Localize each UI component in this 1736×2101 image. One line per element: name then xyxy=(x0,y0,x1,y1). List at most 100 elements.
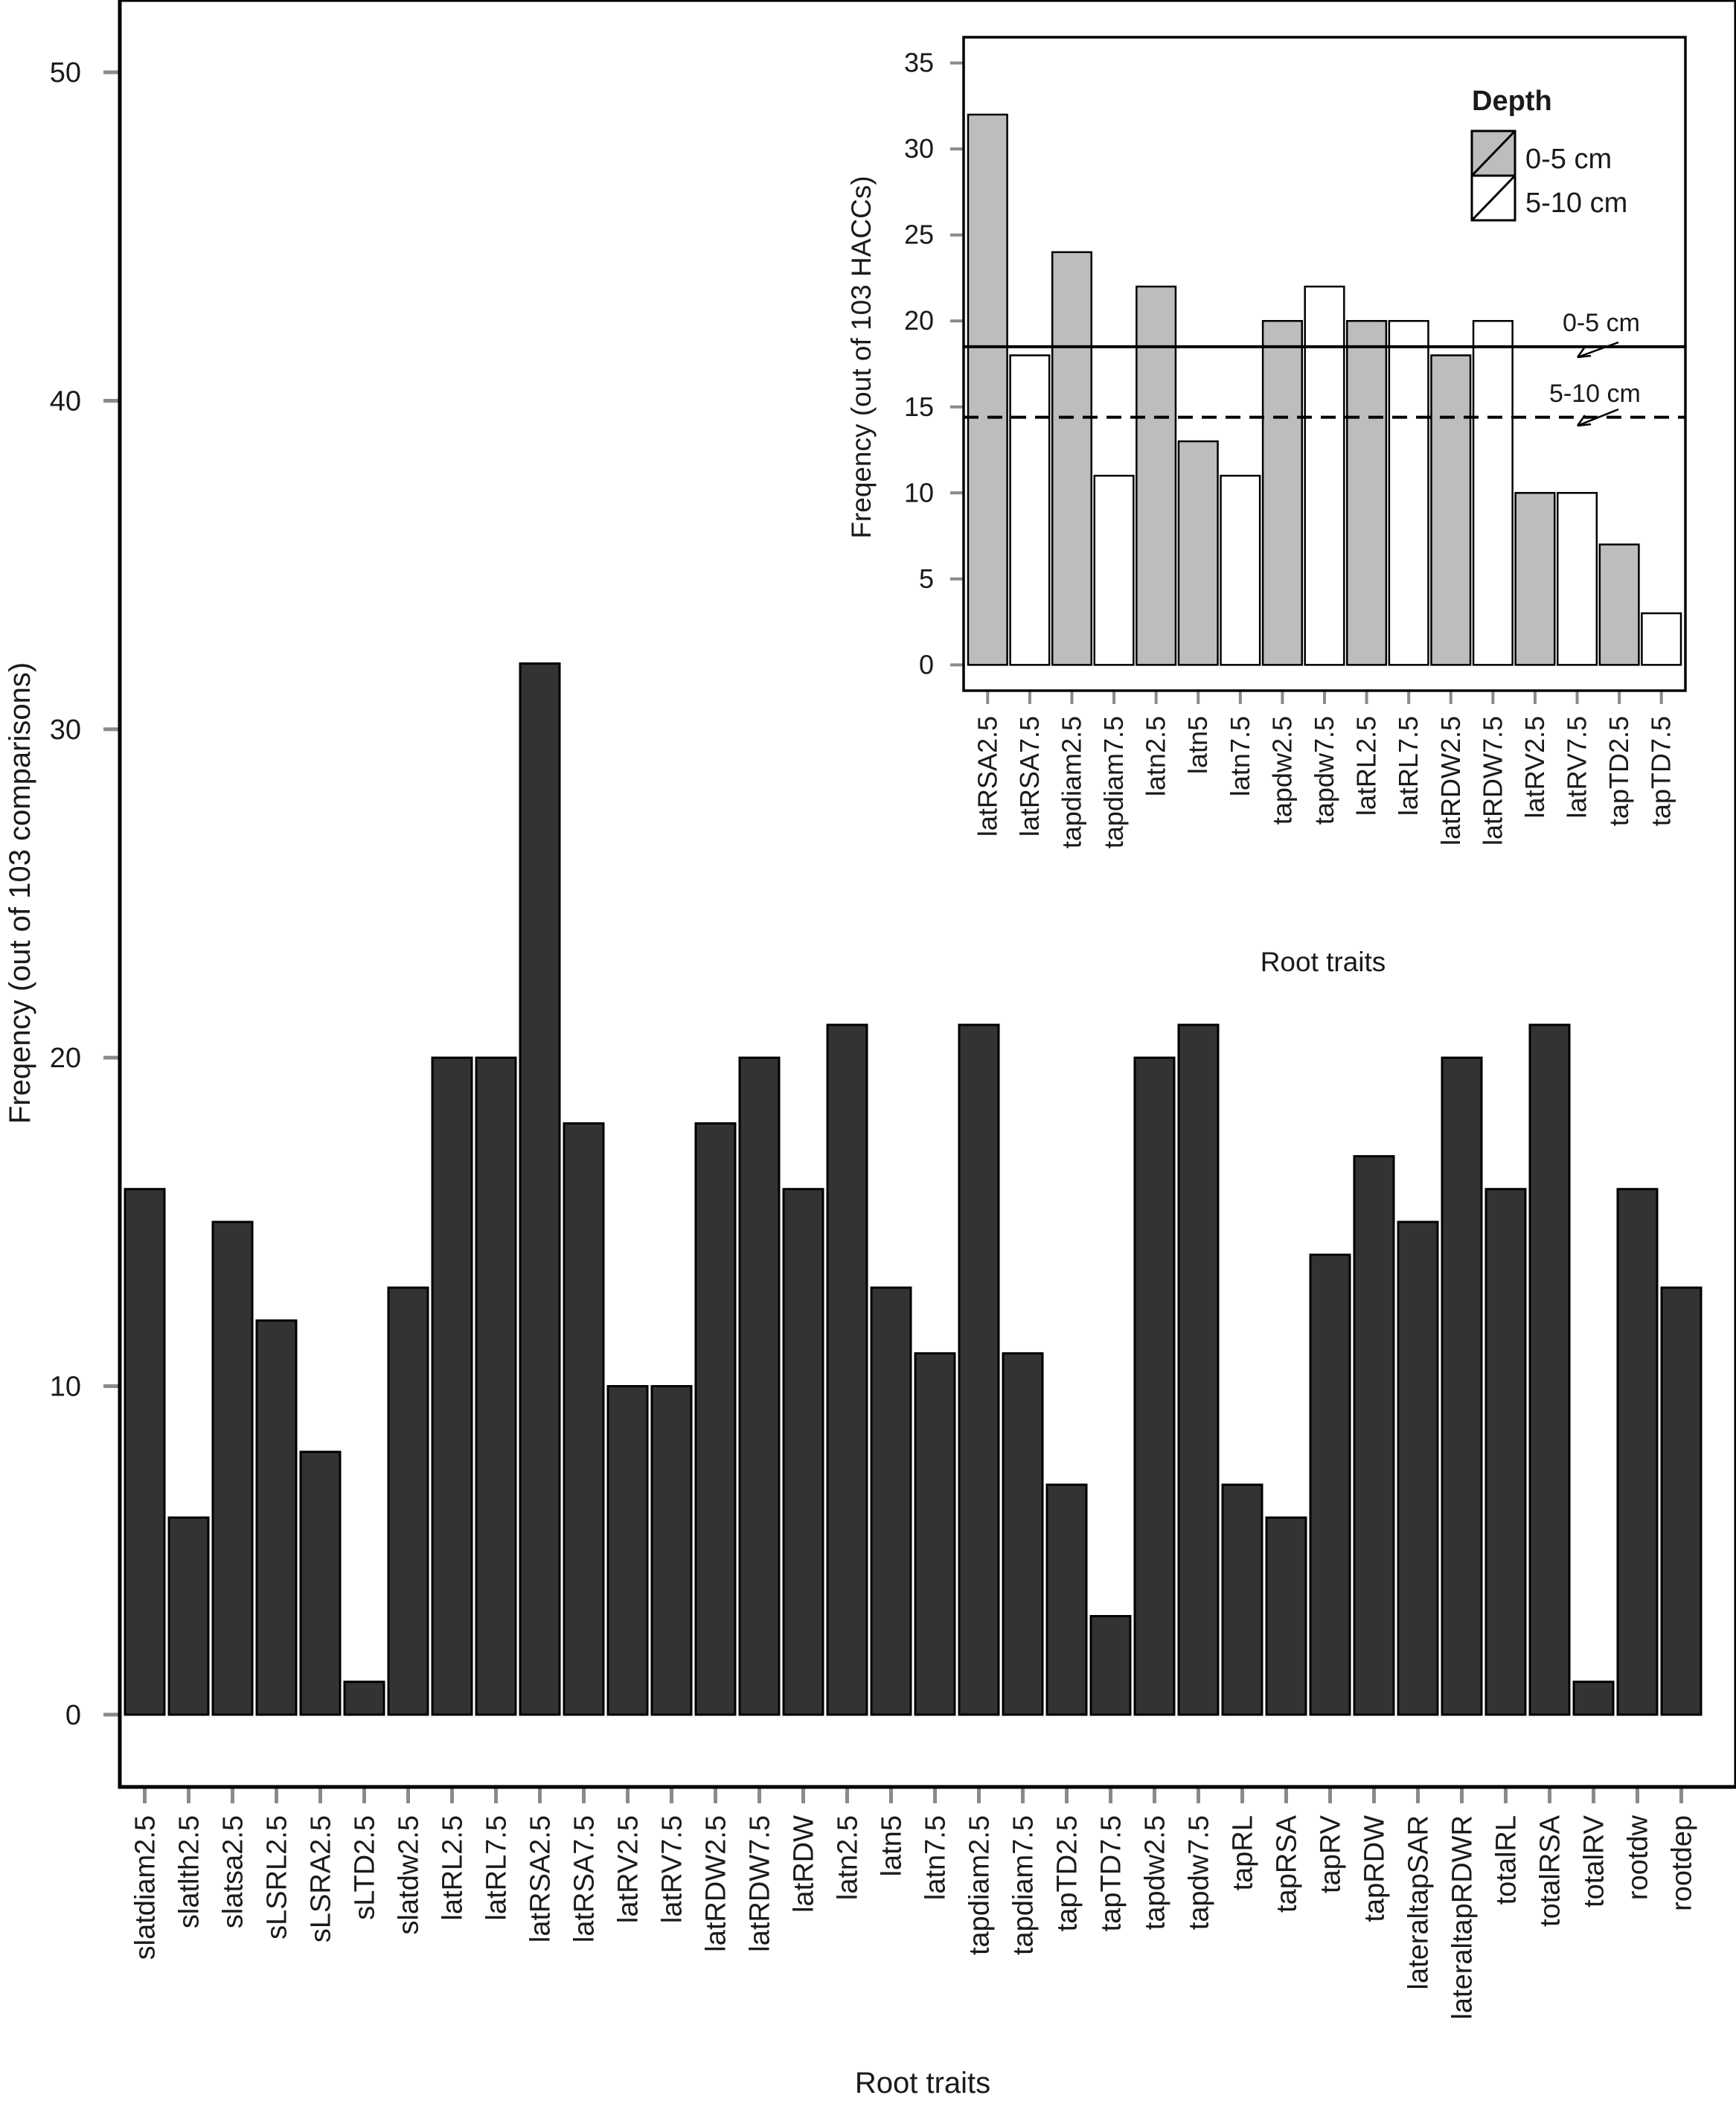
inset-reference-arrowhead xyxy=(1576,346,1592,359)
main-plot-frame xyxy=(118,0,1736,1789)
main-bar xyxy=(870,1286,912,1716)
legend-title: Depth xyxy=(1472,86,1552,117)
inset-x-tick-label: latRV2.5 xyxy=(1519,716,1550,818)
inset-x-tick-label: latn5 xyxy=(1182,716,1213,774)
main-bar xyxy=(694,1122,737,1716)
main-bar xyxy=(1309,1253,1351,1716)
inset-reference-arrow xyxy=(1577,341,1619,359)
main-x-tick-label: latRDW7.5 xyxy=(745,1815,776,1952)
main-bar xyxy=(958,1023,1000,1716)
main-x-tick-label: lateraltapSAR xyxy=(1403,1815,1435,1989)
main-bar xyxy=(1353,1155,1395,1716)
main-bar xyxy=(475,1056,517,1716)
inset-x-tick-label: latRDW7.5 xyxy=(1477,716,1508,845)
legend: Depth 0-5 cm 5-10 cm xyxy=(1470,86,1627,222)
main-bar xyxy=(124,1188,166,1716)
main-x-tick-label: sLSRA2.5 xyxy=(306,1815,337,1942)
inset-x-tick-label: latn7.5 xyxy=(1225,716,1255,796)
main-bar xyxy=(1660,1286,1703,1716)
main-bar xyxy=(1177,1023,1220,1716)
legend-swatch-5-10cm-slash xyxy=(1470,174,1516,222)
inset-bar xyxy=(1177,440,1219,666)
main-x-tick-label: tapdw7.5 xyxy=(1184,1815,1215,1930)
inset-x-axis: latRSA2.5 latRSA7.5 tapdiam2.5 tapdiam7.5 la… xyxy=(972,691,1676,848)
main-bar xyxy=(563,1122,605,1716)
inset-y-tick-label: 0 xyxy=(919,649,934,679)
main-x-tick-label: tapRL xyxy=(1228,1815,1259,1890)
main-y-tick-label: 0 xyxy=(65,1700,81,1731)
main-bar xyxy=(211,1221,254,1716)
main-y-tick-label: 40 xyxy=(50,386,81,417)
main-x-tick-label: latn2.5 xyxy=(833,1815,864,1900)
main-bar xyxy=(1002,1352,1044,1716)
inset-bar xyxy=(1009,354,1051,666)
inset-bar xyxy=(1388,319,1429,666)
inset-y-tick-label: 25 xyxy=(904,220,934,250)
main-bar xyxy=(1484,1188,1527,1716)
inset-x-tick-label: latRV7.5 xyxy=(1562,716,1592,818)
main-x-axis-title: Root traits xyxy=(855,2067,990,2100)
main-x-tick-label: slatdw2.5 xyxy=(394,1815,425,1935)
inset-y-axis-title: Freqency (out of 103 HACCs) xyxy=(846,176,877,538)
main-x-tick-label: tapRV xyxy=(1316,1814,1347,1893)
inset-y-tick-label: 20 xyxy=(904,305,934,336)
main-bar xyxy=(1616,1188,1659,1716)
main-bar xyxy=(1397,1221,1439,1716)
inset-y-tick-label: 35 xyxy=(904,48,934,78)
main-x-axis: slatdiam2.5 slatlth2.5 slatsa2.5 sLSRL2.5 sL… xyxy=(130,1787,1698,2020)
inset-reference-arrow xyxy=(1577,408,1619,427)
main-x-tick-label: latRSA7.5 xyxy=(569,1815,600,1942)
main-bar xyxy=(167,1516,210,1716)
main-x-tick-label: sLSRL2.5 xyxy=(262,1815,293,1939)
main-bar xyxy=(1265,1516,1307,1716)
inset-bar xyxy=(1093,474,1135,666)
main-bar xyxy=(1133,1056,1176,1716)
inset-x-tick-label: latn2.5 xyxy=(1141,716,1171,796)
main-x-tick-label: slatsa2.5 xyxy=(218,1815,249,1928)
main-bar xyxy=(519,662,561,1716)
main-bar xyxy=(1045,1483,1088,1716)
inset-x-tick-label: latRL7.5 xyxy=(1393,716,1423,816)
main-bar xyxy=(255,1319,298,1716)
main-bar xyxy=(1572,1681,1615,1716)
main-x-tick-label: latn7.5 xyxy=(920,1815,952,1900)
main-x-tick-label: tapRSA xyxy=(1272,1814,1303,1913)
main-bar xyxy=(343,1681,385,1716)
inset-bar xyxy=(1514,492,1556,666)
main-x-tick-label: tapdiam7.5 xyxy=(1008,1815,1040,1955)
main-bar xyxy=(1221,1483,1263,1716)
main-x-tick-label: tapTD7.5 xyxy=(1096,1815,1127,1931)
inset-reference-lines: 0-5 cm 5-10 cm xyxy=(964,309,1685,427)
inset-bar xyxy=(1136,285,1177,666)
main-x-tick-label: totalRV xyxy=(1579,1814,1610,1907)
main-x-tick-label: latn5 xyxy=(877,1815,908,1876)
main-y-axis-title: Freqency (out of 103 comparisons) xyxy=(4,662,36,1124)
inset-bar xyxy=(1556,492,1598,666)
inset-bar xyxy=(1261,319,1303,666)
inset-x-tick-label: tapTD2.5 xyxy=(1604,716,1634,826)
inset-y-tick-label: 5 xyxy=(919,563,934,594)
inset-bars xyxy=(967,113,1682,666)
main-bar xyxy=(387,1286,429,1716)
main-x-tick-label: rootdw xyxy=(1623,1814,1654,1900)
inset-x-tick-label: tapdw7.5 xyxy=(1309,716,1339,825)
inset-x-tick-label: latRL2.5 xyxy=(1351,716,1382,816)
main-bar xyxy=(431,1056,473,1716)
main-bar xyxy=(914,1352,956,1716)
inset-bar xyxy=(1220,474,1261,666)
legend-label-5-10cm: 5-10 cm xyxy=(1525,188,1627,219)
inset-bar xyxy=(1304,285,1345,666)
main-bar xyxy=(1528,1023,1571,1716)
main-x-tick-label: latRV7.5 xyxy=(657,1815,688,1923)
inset-plot-frame xyxy=(962,36,1687,692)
inset-y-tick-label: 10 xyxy=(904,477,934,508)
main-x-tick-label: latRL2.5 xyxy=(438,1815,469,1921)
main-y-tick-label: 20 xyxy=(50,1043,81,1074)
inset-bar xyxy=(1472,319,1514,666)
main-bar xyxy=(738,1056,781,1716)
inset-bar xyxy=(1641,612,1682,666)
inset-x-tick-label: latRSA2.5 xyxy=(972,716,1002,837)
main-x-tick-label: tapRDW xyxy=(1359,1815,1391,1922)
inset-reference-arrowhead xyxy=(1576,415,1592,427)
